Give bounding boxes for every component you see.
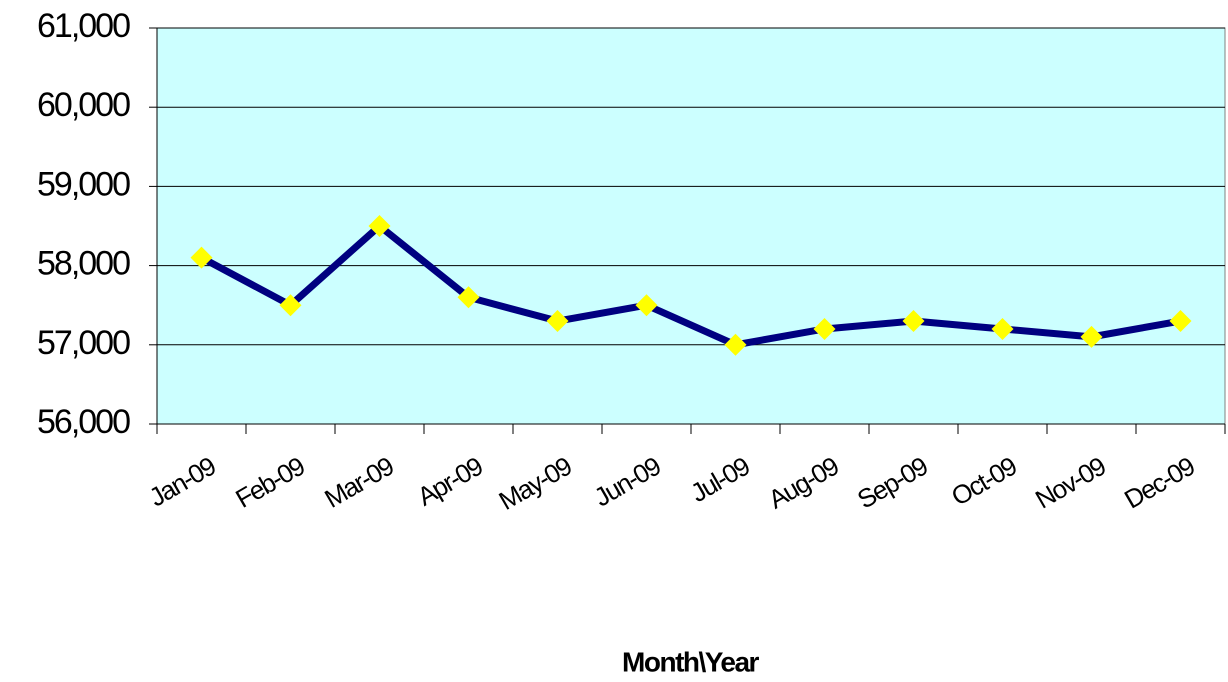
x-tick-label: Jun-09 — [589, 451, 666, 513]
marker — [1169, 310, 1192, 333]
x-tick-label: Mar-09 — [319, 451, 398, 514]
y-tick-label: 56,000 — [37, 403, 130, 441]
marker — [635, 294, 658, 317]
x-tick-label: Jan-09 — [144, 451, 221, 513]
x-axis-title: Month\Year — [622, 646, 760, 677]
x-tick-label: May-09 — [494, 451, 577, 516]
x-tick-label: Feb-09 — [230, 451, 309, 514]
marker — [190, 246, 213, 269]
marker — [368, 215, 391, 237]
line — [199, 222, 1182, 349]
marker — [546, 310, 569, 333]
x-tick-label: Jul-09 — [685, 451, 754, 508]
x-tick-label: Aug-09 — [763, 451, 844, 515]
marker — [724, 333, 747, 356]
y-tick-label: 57,000 — [37, 324, 130, 362]
y-tick-label: 58,000 — [37, 245, 130, 283]
marker — [991, 317, 1014, 340]
marker — [457, 286, 480, 309]
marker — [813, 317, 836, 340]
x-tick-label: Oct-09 — [946, 451, 1022, 512]
y-tick-label: 60,000 — [37, 86, 130, 124]
y-tick-label: 59,000 — [37, 165, 130, 203]
marker — [1080, 325, 1103, 348]
x-tick-label: Apr-09 — [412, 451, 488, 512]
x-tick-label: Dec-09 — [1119, 451, 1200, 515]
marker — [902, 310, 925, 333]
x-tick-label: Sep-09 — [852, 451, 933, 515]
plot-area — [156, 27, 1226, 425]
marker — [279, 294, 302, 317]
x-tick-label: Nov-09 — [1030, 451, 1111, 515]
y-tick-label: 61,000 — [37, 7, 130, 45]
